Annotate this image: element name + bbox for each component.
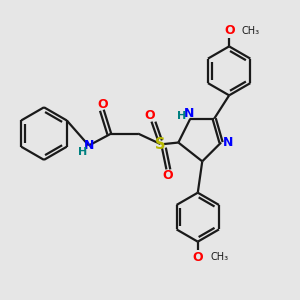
Text: O: O	[163, 169, 173, 182]
Text: O: O	[224, 24, 235, 38]
Text: O: O	[145, 109, 155, 122]
Text: N: N	[223, 136, 233, 149]
Text: H: H	[177, 111, 186, 121]
Text: H: H	[78, 147, 87, 157]
Text: O: O	[193, 251, 203, 264]
Text: N: N	[84, 139, 94, 152]
Text: CH₃: CH₃	[242, 26, 260, 36]
Text: CH₃: CH₃	[210, 252, 228, 262]
Text: N: N	[184, 107, 194, 120]
Text: S: S	[155, 136, 166, 152]
Text: O: O	[97, 98, 107, 111]
